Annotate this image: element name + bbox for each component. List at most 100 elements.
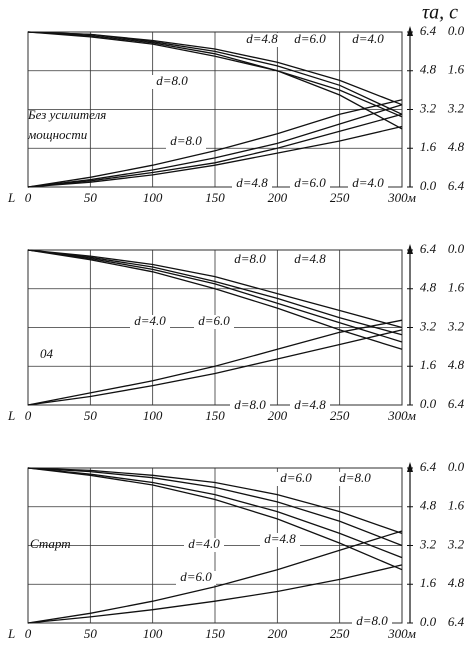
series-label: d=4.8: [246, 31, 278, 46]
series-label: d=4.8: [236, 175, 268, 190]
series-label: d=8.0: [234, 251, 266, 266]
y2-tick-label: 4.8: [448, 575, 465, 590]
label-bg: [290, 177, 330, 191]
y2-tick-label: 1.6: [448, 498, 465, 513]
x-tick-label: 0: [25, 626, 32, 641]
label-bg: [335, 472, 375, 486]
series-label: d=4.0: [352, 175, 384, 190]
y-axis-label: τa, c: [422, 2, 458, 24]
y2-tick-label: 3.2: [447, 100, 465, 115]
y2-tick-label: 4.8: [448, 357, 465, 372]
annotation: 04: [40, 346, 54, 361]
label-bg: [232, 177, 272, 191]
series-label: d=6.0: [198, 313, 230, 328]
label-bg: [130, 315, 170, 329]
curve: [27, 467, 403, 547]
label-bg: [290, 33, 330, 47]
y2-tick-label: 0.0: [448, 23, 465, 38]
annotation: Старт: [30, 536, 71, 551]
curve: [27, 249, 403, 329]
x-tick-label: 250: [330, 626, 350, 641]
label-bg: [176, 571, 216, 585]
x-tick-label: 100: [143, 408, 163, 423]
curve: [27, 530, 403, 624]
label-bg: [230, 253, 270, 267]
x-axis-label: L: [7, 408, 15, 423]
y-tick-label: 0.0: [420, 614, 437, 629]
y-tick-label: 6.4: [420, 459, 437, 474]
series-label: d=6.0: [180, 569, 212, 584]
label-bg: [152, 75, 192, 89]
y2-tick-label: 6.4: [448, 396, 465, 411]
y-tick-label: 3.2: [419, 318, 437, 333]
series-label: d=4.8: [294, 397, 326, 412]
label-bg: [352, 615, 392, 629]
curve: [27, 31, 403, 130]
series-label: d=4.8: [294, 251, 326, 266]
y-tick-label: 1.6: [420, 575, 437, 590]
x-tick-label: 300м: [387, 190, 416, 205]
label-bg: [290, 253, 330, 267]
x-tick-label: 150: [205, 408, 225, 423]
annotation: мощности: [27, 127, 88, 142]
curve: [27, 113, 403, 188]
series-label: d=4.0: [352, 31, 384, 46]
axis-arrow: [407, 244, 413, 254]
x-tick-label: 0: [25, 408, 32, 423]
x-tick-label: 50: [84, 190, 98, 205]
label-bg: [184, 538, 224, 552]
x-tick-label: 300м: [387, 408, 416, 423]
curve: [27, 249, 403, 350]
label-bg: [276, 472, 316, 486]
series-label: d=4.0: [188, 536, 220, 551]
curve: [27, 249, 403, 343]
label-bg: [290, 399, 330, 413]
x-tick-label: 150: [205, 626, 225, 641]
y-tick-label: 6.4: [420, 241, 437, 256]
curve: [27, 319, 403, 406]
curve: [27, 329, 403, 406]
y-tick-label: 4.8: [420, 280, 437, 295]
y-tick-label: 0.0: [420, 396, 437, 411]
curve: [27, 99, 403, 188]
y-tick-label: 4.8: [420, 62, 437, 77]
label-bg: [260, 533, 300, 547]
series-label: d=8.0: [234, 397, 266, 412]
annotation: Без усилителя: [27, 107, 106, 122]
series-label: d=6.0: [280, 470, 312, 485]
axis-arrow: [407, 26, 413, 36]
curve: [27, 31, 403, 118]
label-bg: [230, 399, 270, 413]
y-tick-label: 1.6: [420, 357, 437, 372]
label-bg: [348, 33, 388, 47]
y2-tick-label: 1.6: [448, 62, 465, 77]
y-tick-label: 6.4: [420, 23, 437, 38]
x-tick-label: 150: [205, 190, 225, 205]
y-tick-label: 0.0: [420, 178, 437, 193]
y2-tick-label: 6.4: [448, 178, 465, 193]
y-tick-label: 1.6: [420, 139, 437, 154]
curve: [27, 467, 403, 571]
series-label: d=8.0: [170, 133, 202, 148]
x-tick-label: 100: [143, 190, 163, 205]
y2-tick-label: 3.2: [447, 536, 465, 551]
x-tick-label: 200: [268, 626, 288, 641]
y2-tick-label: 4.8: [448, 139, 465, 154]
label-bg: [166, 135, 206, 149]
curve: [27, 564, 403, 624]
x-tick-label: 100: [143, 626, 163, 641]
y2-tick-label: 1.6: [448, 280, 465, 295]
x-tick-label: 200: [268, 408, 288, 423]
y-tick-label: 3.2: [419, 100, 437, 115]
series-label: d=4.0: [134, 313, 166, 328]
x-tick-label: 0: [25, 190, 32, 205]
label-bg: [348, 177, 388, 191]
y2-tick-label: 0.0: [448, 459, 465, 474]
x-axis-label: L: [7, 190, 15, 205]
curve: [27, 125, 403, 188]
x-tick-label: 200: [268, 190, 288, 205]
series-label: d=6.0: [294, 31, 326, 46]
x-tick-label: 250: [330, 190, 350, 205]
x-tick-label: 50: [84, 408, 98, 423]
